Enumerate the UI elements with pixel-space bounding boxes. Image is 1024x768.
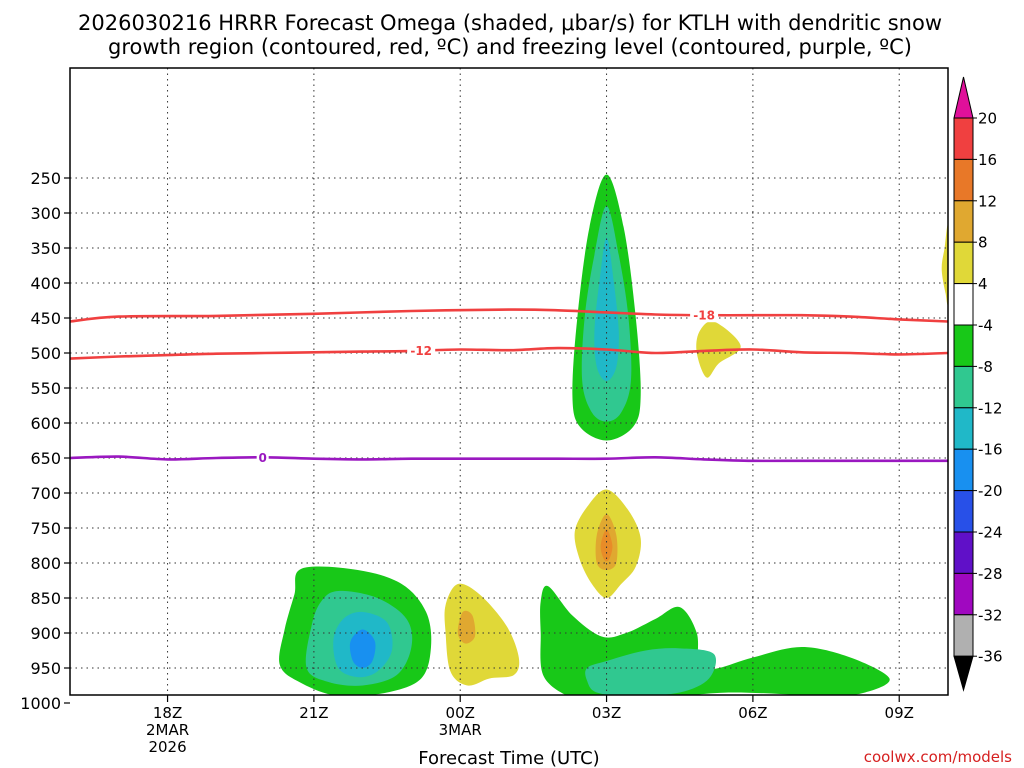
colorbar-label: -8 (978, 358, 993, 376)
chart-title-line1: 2026030216 HRRR Forecast Omega (shaded, … (78, 11, 942, 35)
x-tick-label: 09Z (885, 704, 914, 722)
colorbar-swatch (953, 448, 974, 492)
site-credit: coolwx.com/models (864, 748, 1012, 766)
colorbar-label: 16 (978, 151, 997, 169)
colorbar-label: -36 (978, 648, 1003, 666)
colorbar-label: -24 (978, 524, 1003, 542)
omega-region-14 (600, 529, 613, 562)
colorbar-label: -16 (978, 441, 1003, 459)
colorbar-swatch (953, 531, 974, 574)
y-tick-label: 500 (30, 344, 61, 363)
contour-label-bg (407, 343, 436, 358)
colorbar-label: -32 (978, 606, 1003, 624)
colorbar-swatch (953, 200, 974, 243)
contour-3: 0 (70, 450, 948, 465)
x-tick-label: 03Z (592, 704, 621, 722)
omega-region-9 (457, 610, 476, 644)
grid-lines (70, 68, 948, 695)
x-tick-label: 18Z (153, 704, 182, 722)
colorbar-swatch (953, 158, 974, 202)
colorbar-swatch (953, 283, 974, 326)
y-tick-label: 250 (30, 169, 61, 188)
colorbar-swatch (953, 490, 974, 533)
y-tick-label: 300 (30, 204, 61, 223)
colorbar-swatch (953, 572, 974, 616)
colorbar-label: -20 (978, 482, 1003, 500)
plot-background (70, 68, 948, 695)
colorbar-swatch (953, 365, 974, 409)
omega-region-11 (585, 648, 716, 695)
contour-line (70, 455, 948, 463)
y-tick-label: 1000 (20, 694, 61, 713)
y-tick-label: 600 (30, 414, 61, 433)
colorbar-swatch (953, 614, 974, 657)
colorbar-label: -28 (978, 565, 1003, 583)
colorbar-bottom-arrow (953, 655, 974, 692)
colorbar-label: -12 (978, 399, 1003, 417)
x-tick-label: 00Z (446, 704, 475, 722)
contour-line (70, 308, 948, 323)
plot-frame (69, 67, 949, 696)
x-tick-label: 3MAR (439, 721, 482, 739)
colorbar-label: 20 (978, 110, 997, 128)
x-tick-label: 06Z (738, 704, 767, 722)
colorbar-label: 12 (978, 192, 997, 210)
contour-label: 0 (258, 451, 266, 465)
y-tick-label: 900 (30, 624, 61, 643)
y-tick-label: 800 (30, 554, 61, 573)
colorbar-label: 4 (978, 275, 988, 293)
colorbar-top-arrow (953, 76, 974, 119)
colorbar-label: -4 (978, 317, 993, 335)
contour-label-bg (256, 450, 269, 465)
y-tick-label: 400 (30, 274, 61, 293)
y-tick-label: 450 (30, 309, 61, 328)
y-tick-label: 700 (30, 484, 61, 503)
colorbar-label: 8 (978, 234, 988, 252)
chart-title-line2: growth region (contoured, red, ºC) and f… (108, 35, 912, 59)
y-tick-label: 850 (30, 589, 61, 608)
colorbar-swatch (953, 241, 974, 285)
colorbar-swatch (953, 117, 974, 160)
y-tick-label: 950 (30, 659, 61, 678)
contour-1: -18 (70, 308, 948, 323)
y-axis-ticks: 250 300 350 400 450 500 550 600 650 700 750 800 850 9… (20, 169, 70, 713)
x-tick-label: 21Z (299, 704, 328, 722)
omega-region-3 (594, 237, 619, 381)
y-tick-label: 550 (30, 379, 61, 398)
omega-region-8 (444, 583, 520, 686)
contour-line (70, 346, 948, 360)
colorbar-swatch (953, 407, 974, 450)
temperature-contours: -18 -12 0 (70, 308, 948, 465)
x-axis-title: Forecast Time (UTC) (418, 748, 599, 768)
y-tick-label: 350 (30, 239, 61, 258)
contour-label-bg (690, 308, 719, 323)
omega-region-7 (349, 629, 376, 668)
contour-label: -18 (693, 309, 715, 323)
y-tick-label: 650 (30, 449, 61, 468)
colorbar: 20 16 12 8 4 -4 -8 -12 -16 -20 -24 -28 -32 -36 (953, 76, 1003, 692)
x-tick-label: 2026 (148, 738, 186, 756)
contour-label: -12 (410, 344, 432, 358)
omega-region-16 (941, 225, 948, 305)
colorbar-swatch (953, 324, 974, 367)
y-tick-label: 750 (30, 519, 61, 538)
x-tick-label: 2MAR (146, 721, 189, 739)
contour-2: -12 (70, 343, 948, 360)
